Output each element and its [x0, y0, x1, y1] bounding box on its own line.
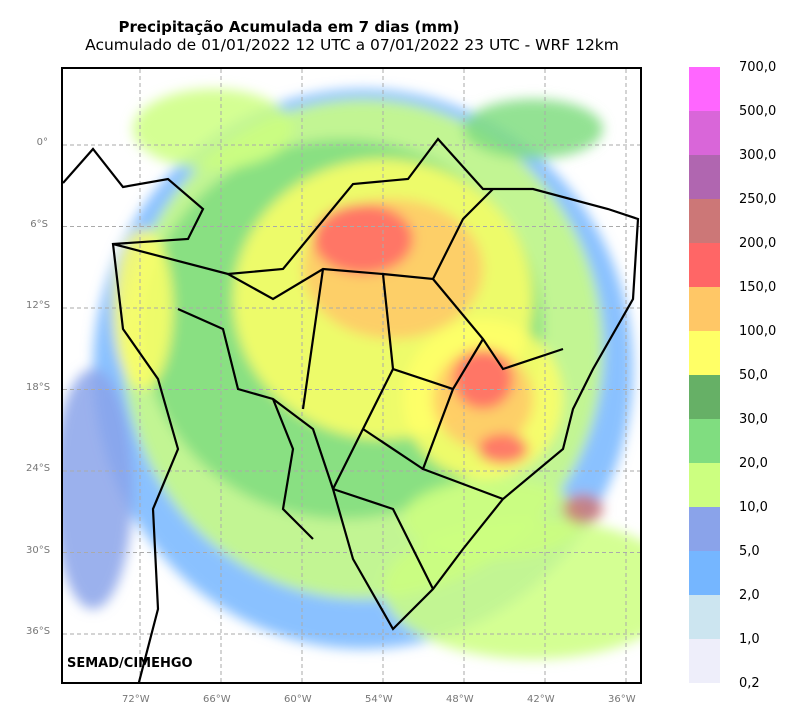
lat-label: 18°S: [26, 381, 51, 393]
lon-label: 36°W: [608, 694, 636, 705]
colorbar-label: 5,0: [739, 544, 760, 559]
colorbar-swatch: [689, 243, 720, 287]
lon-label: 66°W: [203, 694, 231, 705]
lon-label: 42°W: [527, 694, 555, 705]
colorbar-swatch: [689, 199, 720, 243]
colorbar-label: 200,0: [739, 236, 777, 251]
precip-area: [133, 89, 293, 169]
lon-label: 54°W: [365, 694, 393, 705]
precip-area: [453, 349, 513, 409]
colorbar-label: 500,0: [739, 104, 777, 119]
lat-label: 30°S: [26, 544, 51, 556]
colorbar-swatch: [689, 111, 720, 155]
chart-subtitle: Acumulado de 01/01/2022 12 UTC a 07/01/2…: [85, 36, 619, 54]
lat-label: 36°S: [26, 626, 51, 637]
colorbar-label: 100,0: [739, 324, 777, 339]
precip-area: [478, 434, 528, 464]
precip-area: [63, 369, 133, 609]
lat-label: 6°S: [30, 218, 48, 230]
colorbar-swatch: [689, 331, 720, 375]
lat-label: 24°S: [26, 463, 51, 474]
colorbar-swatch: [689, 67, 720, 111]
map-canvas: [63, 69, 640, 682]
country-borders: [63, 137, 640, 682]
lon-label: 48°W: [446, 694, 474, 705]
colorbar-swatch: [689, 287, 720, 331]
colorbar-label: 700,0: [739, 60, 777, 75]
colorbar-label: 20,0: [739, 456, 768, 471]
colorbar-label: 1,0: [739, 632, 760, 647]
colorbar-label: 2,0: [739, 588, 760, 603]
precip-area: [313, 204, 413, 274]
colorbar-swatch: [689, 639, 720, 683]
precip-area: [463, 99, 603, 159]
precip-area: [113, 229, 173, 389]
colorbar-label: 10,0: [739, 500, 768, 515]
colorbar-label: 30,0: [739, 412, 768, 427]
colorbar-swatch: [689, 463, 720, 507]
colorbar-swatch: [689, 155, 720, 199]
precip-area: [563, 494, 603, 524]
lat-label: 12°S: [26, 300, 51, 311]
colorbar-swatch: [689, 551, 720, 595]
colorbar-swatch: [689, 595, 720, 639]
chart-title: Precipitação Acumulada em 7 dias (mm): [118, 18, 460, 36]
precip-area: [403, 479, 583, 559]
credit-label: SEMAD/CIMEHGO: [67, 656, 193, 671]
colorbar-label: 250,0: [739, 192, 777, 207]
lon-label: 72°W: [122, 694, 150, 705]
colorbar-swatch: [689, 419, 720, 463]
colorbar-swatch: [689, 375, 720, 419]
precip-area: [383, 519, 640, 659]
precipitation-map: [61, 67, 642, 684]
colorbar-label: 0,2: [739, 676, 760, 691]
lon-label: 60°W: [284, 694, 312, 705]
colorbar-label: 150,0: [739, 280, 777, 295]
colorbar-label: 50,0: [739, 368, 768, 383]
colorbar-swatch: [689, 507, 720, 551]
lat-label: 0°: [36, 137, 48, 148]
colorbar-label: 300,0: [739, 148, 777, 163]
